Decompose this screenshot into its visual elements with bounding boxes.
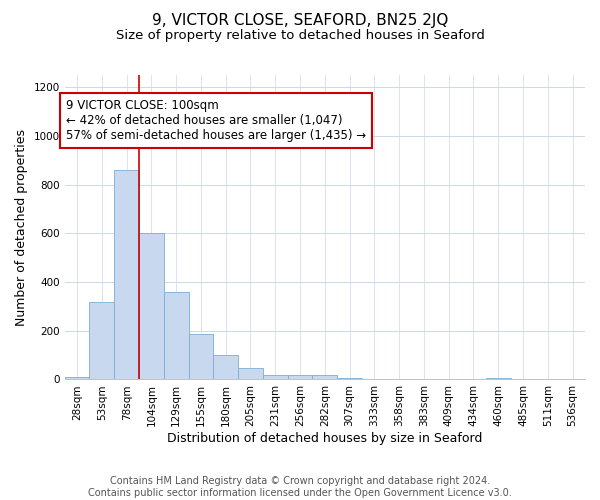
Bar xyxy=(337,378,362,380)
X-axis label: Distribution of detached houses by size in Seaford: Distribution of detached houses by size … xyxy=(167,432,482,445)
Text: Size of property relative to detached houses in Seaford: Size of property relative to detached ho… xyxy=(116,29,484,42)
Bar xyxy=(65,377,89,380)
Y-axis label: Number of detached properties: Number of detached properties xyxy=(15,128,28,326)
Bar xyxy=(238,368,263,380)
Bar xyxy=(188,334,214,380)
Bar xyxy=(114,170,139,380)
Bar xyxy=(214,355,238,380)
Bar xyxy=(139,234,164,380)
Bar xyxy=(486,378,511,380)
Text: Contains HM Land Registry data © Crown copyright and database right 2024.
Contai: Contains HM Land Registry data © Crown c… xyxy=(88,476,512,498)
Text: 9, VICTOR CLOSE, SEAFORD, BN25 2JQ: 9, VICTOR CLOSE, SEAFORD, BN25 2JQ xyxy=(152,12,448,28)
Bar xyxy=(164,292,188,380)
Bar xyxy=(313,374,337,380)
Bar xyxy=(89,302,114,380)
Bar xyxy=(287,374,313,380)
Text: 9 VICTOR CLOSE: 100sqm
← 42% of detached houses are smaller (1,047)
57% of semi-: 9 VICTOR CLOSE: 100sqm ← 42% of detached… xyxy=(66,100,366,142)
Bar xyxy=(263,374,287,380)
